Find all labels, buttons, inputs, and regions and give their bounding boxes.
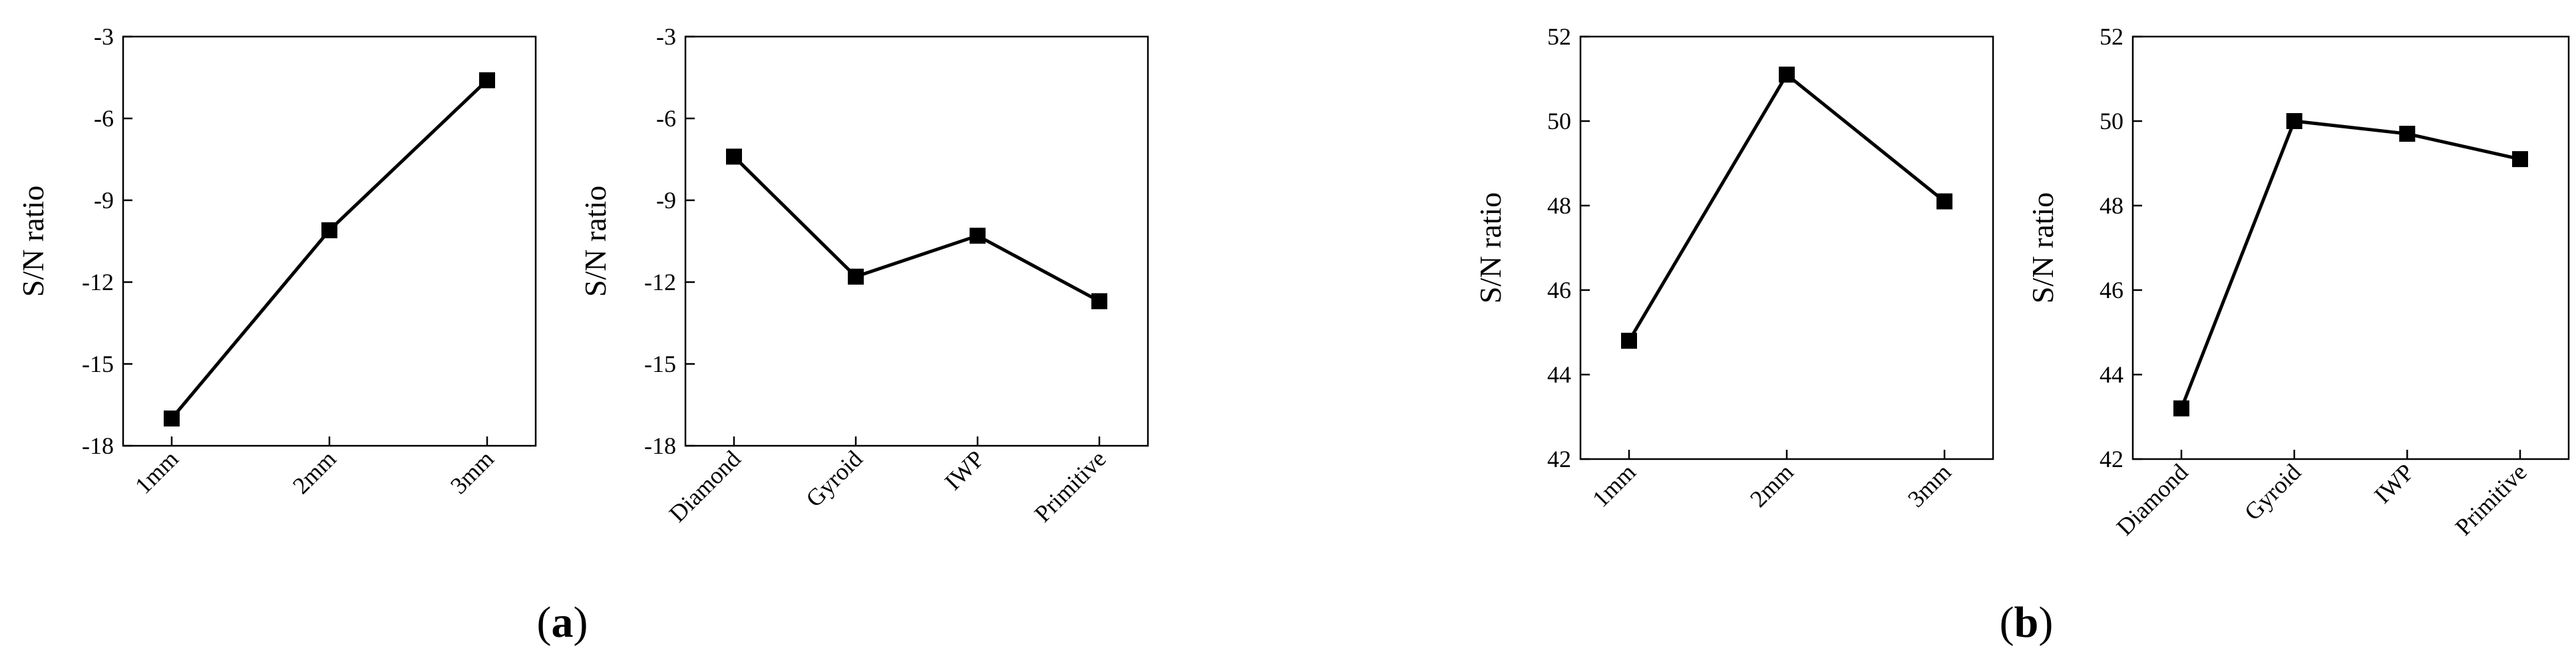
data-point-gyroid bbox=[848, 268, 864, 285]
y-tick-label: 52 bbox=[2100, 23, 2123, 50]
y-tick-label: -18 bbox=[644, 432, 676, 459]
y-tick-label: -3 bbox=[656, 23, 676, 50]
y-tick-label: -12 bbox=[82, 269, 114, 295]
y-tick-label: -18 bbox=[82, 432, 114, 459]
data-point-1mm bbox=[1621, 333, 1637, 349]
panel-label-letter: b bbox=[2014, 598, 2039, 647]
chart-panel-3: 42 44 46 48 50 52 S/N ratio 1mm 2mm 3mm bbox=[1473, 23, 1994, 512]
y-tick-label: 44 bbox=[1547, 361, 1571, 388]
y-tick-label: 42 bbox=[1547, 446, 1571, 472]
x-tick-label: 3mm bbox=[1903, 458, 1956, 512]
series-line bbox=[1627, 72, 1946, 342]
panel-label-a: (a) bbox=[537, 598, 588, 647]
y-tick-label: 48 bbox=[2100, 192, 2123, 219]
panel-label-open: ( bbox=[537, 598, 552, 647]
y-tick-label: 50 bbox=[1547, 108, 1571, 134]
y-axis-title: S/N ratio bbox=[1473, 192, 1507, 303]
x-tick-label: Gyroid bbox=[2239, 458, 2306, 525]
x-tick-label: Diamond bbox=[664, 445, 746, 527]
data-point-diamond bbox=[726, 148, 742, 165]
plot-frame bbox=[684, 35, 1149, 447]
y-tick-label: -9 bbox=[656, 187, 676, 214]
chart-panel-2: -3 -6 -9 -12 -15 -18 S/N ratio Diamond Gyroid IWP… bbox=[578, 23, 1149, 527]
y-tick-label: 52 bbox=[1547, 23, 1571, 50]
y-tick-label: 44 bbox=[2100, 361, 2123, 388]
x-tick-label: 1mm bbox=[130, 445, 184, 499]
x-tick-label: 1mm bbox=[1587, 458, 1641, 512]
y-tick-label: 42 bbox=[2100, 446, 2123, 472]
chart-panel-4: 42 44 46 48 50 52 S/N ratio Diamond Gyroid IWP Pri… bbox=[2026, 23, 2570, 540]
x-tick-label: Gyroid bbox=[801, 445, 867, 512]
plot-frame bbox=[1579, 35, 1994, 460]
data-point-iwp bbox=[970, 228, 986, 244]
y-tick-label: -6 bbox=[656, 105, 676, 132]
panel-label-b: (b) bbox=[2000, 598, 2054, 647]
x-tick-label: 2mm bbox=[1745, 458, 1799, 512]
y-axis-title: S/N ratio bbox=[578, 186, 612, 297]
y-tick-label: 46 bbox=[1547, 277, 1571, 303]
y-tick-label: 48 bbox=[1547, 192, 1571, 219]
data-point-iwp bbox=[2399, 126, 2416, 142]
x-tick-label: 3mm bbox=[445, 445, 499, 499]
x-tick-label: Primitive bbox=[2450, 458, 2532, 540]
series-line bbox=[733, 155, 1101, 303]
series-line bbox=[2179, 119, 2521, 409]
data-point-primitive bbox=[2512, 151, 2528, 168]
y-axis-title: S/N ratio bbox=[2026, 192, 2060, 303]
x-tick-label: Diamond bbox=[2112, 458, 2193, 540]
y-tick-label: -6 bbox=[94, 105, 114, 132]
x-tick-label: Primitive bbox=[1029, 445, 1111, 527]
data-point-gyroid bbox=[2286, 113, 2302, 129]
panel-label-close: ) bbox=[2038, 598, 2053, 647]
data-point-3mm bbox=[1936, 193, 1952, 210]
data-point-1mm bbox=[164, 411, 180, 426]
y-tick-label: -3 bbox=[94, 23, 114, 50]
y-tick-label: -15 bbox=[82, 351, 114, 377]
y-tick-label: -15 bbox=[644, 351, 676, 377]
plot-frame bbox=[122, 35, 537, 447]
plot-frame bbox=[2131, 35, 2570, 460]
x-tick-label: IWP bbox=[940, 445, 990, 495]
y-tick-label: -12 bbox=[644, 269, 676, 295]
chart-panel-1: -3 -6 -9 -12 -15 -18 S/N ratio 1mm 2mm 3mm bbox=[16, 23, 537, 499]
y-tick-label: -9 bbox=[94, 187, 114, 214]
panel-label-letter: a bbox=[552, 598, 574, 647]
data-point-primitive bbox=[1091, 293, 1107, 309]
series-line bbox=[170, 79, 488, 420]
data-point-3mm bbox=[479, 72, 495, 88]
panel-label-open: ( bbox=[2000, 598, 2014, 647]
y-tick-label: 50 bbox=[2100, 108, 2123, 134]
x-tick-label: IWP bbox=[2369, 458, 2419, 508]
y-axis-title: S/N ratio bbox=[16, 186, 50, 297]
panel-label-close: ) bbox=[574, 598, 588, 647]
data-point-2mm bbox=[1779, 67, 1795, 83]
x-tick-label: 2mm bbox=[287, 445, 341, 499]
data-point-2mm bbox=[321, 222, 337, 239]
y-tick-label: 46 bbox=[2100, 277, 2123, 303]
data-point-diamond bbox=[2173, 400, 2189, 417]
